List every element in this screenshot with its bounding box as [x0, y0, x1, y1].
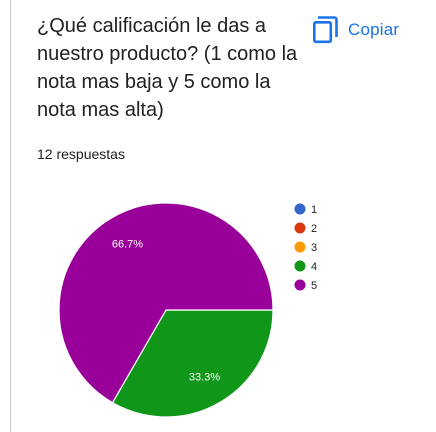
- legend-label-3: 3: [311, 242, 317, 254]
- copy-icon: [312, 16, 338, 44]
- legend-swatch-4: [294, 260, 306, 272]
- legend-label-2: 2: [311, 223, 317, 235]
- legend-item-2[interactable]: 2: [294, 222, 318, 236]
- question-title: ¿Qué calificación le das a nuestro produ…: [37, 15, 298, 121]
- pie-slice-5[interactable]: [58, 202, 274, 404]
- response-count: 12 respuestas: [37, 146, 125, 162]
- legend-item-5[interactable]: 5: [294, 279, 318, 293]
- legend-label-4: 4: [311, 261, 317, 273]
- legend-swatch-2: [294, 222, 306, 234]
- pie-data-label-4: 33.3%: [189, 372, 220, 384]
- pie-slice-4[interactable]: [111, 309, 274, 418]
- legend-item-1[interactable]: 1: [294, 203, 318, 217]
- panel-left-border: [10, 0, 11, 432]
- legend-label-5: 5: [311, 280, 317, 292]
- pie-data-label-5: 66.7%: [112, 238, 143, 250]
- copy-label: Copiar: [348, 20, 400, 39]
- copy-button[interactable]: Copiar: [312, 15, 399, 45]
- legend-label-1: 1: [311, 204, 317, 216]
- legend-item-4[interactable]: 4: [294, 260, 318, 274]
- legend-swatch-3: [294, 241, 306, 253]
- legend-item-3[interactable]: 3: [294, 241, 318, 255]
- legend-swatch-5: [294, 279, 306, 291]
- legend-swatch-1: [294, 203, 306, 215]
